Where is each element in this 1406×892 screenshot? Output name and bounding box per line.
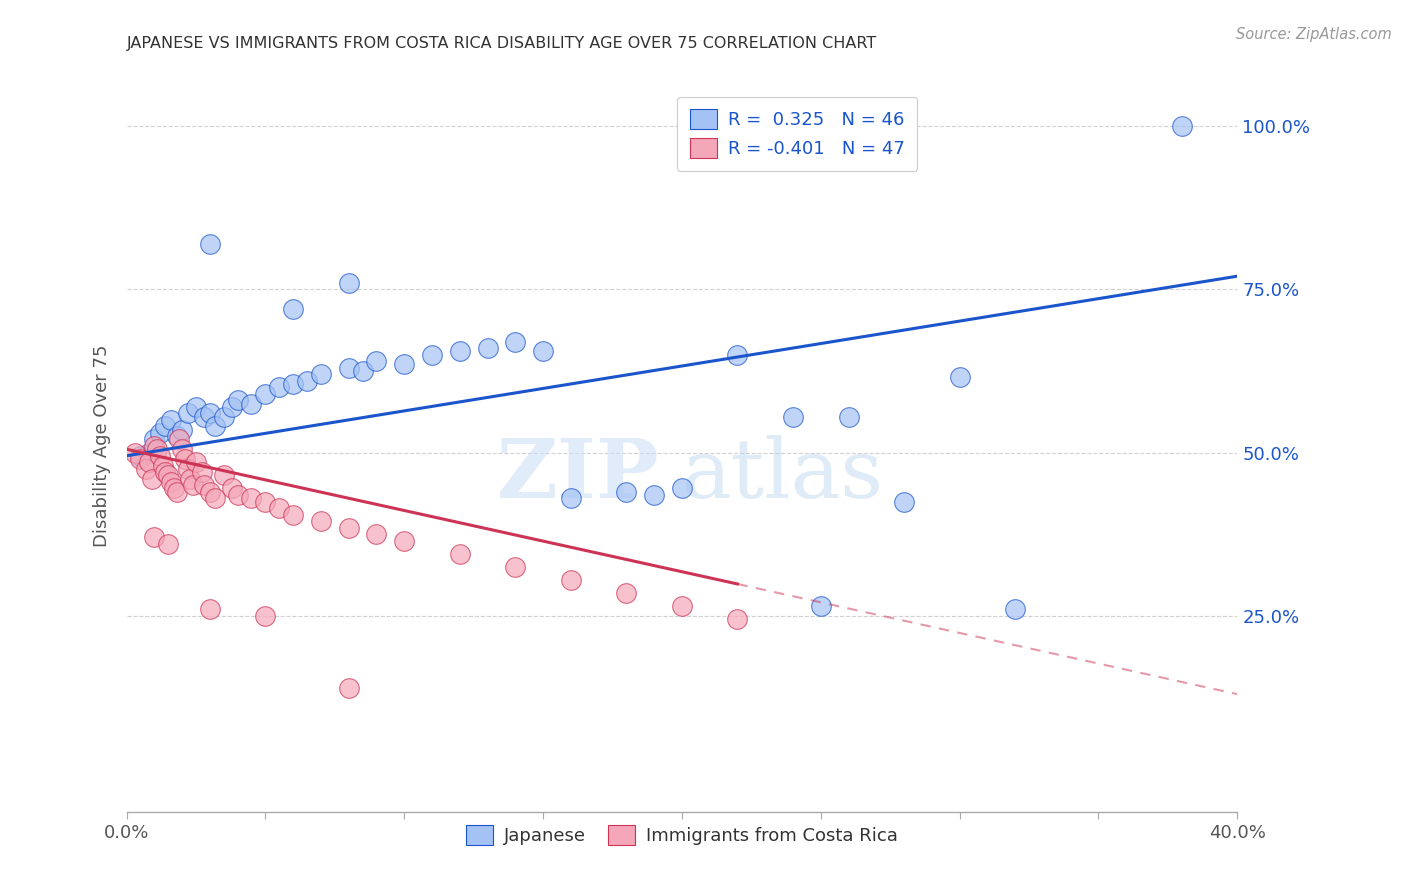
Point — [643, 488, 665, 502]
Point — [157, 468, 180, 483]
Point — [616, 586, 638, 600]
Point — [190, 465, 212, 479]
Point — [838, 409, 860, 424]
Point — [366, 527, 388, 541]
Point — [204, 491, 226, 506]
Point — [281, 508, 305, 522]
Point — [143, 530, 166, 544]
Point — [366, 354, 388, 368]
Point — [176, 462, 198, 476]
Point — [337, 276, 360, 290]
Text: JAPANESE VS IMMIGRANTS FROM COSTA RICA DISABILITY AGE OVER 75 CORRELATION CHART: JAPANESE VS IMMIGRANTS FROM COSTA RICA D… — [127, 36, 877, 51]
Point — [420, 348, 443, 362]
Point — [281, 301, 305, 316]
Point — [152, 458, 174, 473]
Text: Source: ZipAtlas.com: Source: ZipAtlas.com — [1236, 27, 1392, 42]
Point — [146, 442, 169, 457]
Point — [531, 344, 554, 359]
Point — [179, 472, 201, 486]
Point — [143, 433, 166, 447]
Point — [129, 452, 152, 467]
Point — [226, 393, 249, 408]
Point — [616, 484, 638, 499]
Point — [166, 429, 188, 443]
Point — [155, 465, 177, 479]
Legend: Japanese, Immigrants from Costa Rica: Japanese, Immigrants from Costa Rica — [454, 813, 910, 857]
Point — [449, 344, 471, 359]
Point — [149, 449, 172, 463]
Point — [782, 409, 804, 424]
Point — [184, 400, 207, 414]
Point — [221, 400, 243, 414]
Point — [1004, 602, 1026, 616]
Point — [309, 367, 332, 381]
Point — [269, 380, 291, 394]
Point — [560, 573, 582, 587]
Point — [184, 455, 207, 469]
Point — [337, 521, 360, 535]
Point — [727, 348, 749, 362]
Point — [503, 559, 526, 574]
Point — [1171, 119, 1194, 133]
Point — [157, 537, 180, 551]
Point — [138, 455, 160, 469]
Point — [204, 419, 226, 434]
Point — [254, 608, 277, 623]
Point — [149, 425, 172, 440]
Point — [155, 419, 177, 434]
Point — [503, 334, 526, 349]
Y-axis label: Disability Age Over 75: Disability Age Over 75 — [93, 344, 111, 548]
Point — [254, 494, 277, 508]
Point — [135, 462, 157, 476]
Point — [337, 681, 360, 695]
Point — [394, 533, 416, 548]
Point — [160, 413, 183, 427]
Point — [129, 449, 152, 463]
Point — [337, 360, 360, 375]
Point — [240, 396, 263, 410]
Point — [173, 452, 195, 467]
Point — [163, 482, 186, 496]
Point — [671, 482, 693, 496]
Point — [240, 491, 263, 506]
Point — [193, 478, 215, 492]
Point — [212, 409, 235, 424]
Point — [172, 423, 194, 437]
Point — [671, 599, 693, 613]
Point — [893, 494, 915, 508]
Point — [166, 484, 188, 499]
Point — [160, 475, 183, 489]
Point — [309, 514, 332, 528]
Point — [141, 472, 163, 486]
Point — [560, 491, 582, 506]
Point — [477, 341, 499, 355]
Point — [172, 442, 194, 457]
Point — [198, 236, 221, 251]
Point — [727, 612, 749, 626]
Point — [394, 357, 416, 371]
Point — [124, 445, 146, 459]
Point — [295, 374, 318, 388]
Point — [810, 599, 832, 613]
Point — [254, 386, 277, 401]
Point — [193, 409, 215, 424]
Point — [269, 501, 291, 516]
Point — [198, 406, 221, 420]
Point — [221, 482, 243, 496]
Point — [226, 488, 249, 502]
Text: atlas: atlas — [682, 435, 884, 516]
Point — [138, 445, 160, 459]
Point — [176, 406, 198, 420]
Point — [169, 433, 191, 447]
Text: ZIP: ZIP — [498, 435, 659, 516]
Point — [352, 364, 374, 378]
Point — [198, 484, 221, 499]
Point — [949, 370, 972, 384]
Point — [212, 468, 235, 483]
Point — [449, 547, 471, 561]
Point — [143, 439, 166, 453]
Point — [198, 602, 221, 616]
Point — [281, 376, 305, 391]
Point — [181, 478, 204, 492]
